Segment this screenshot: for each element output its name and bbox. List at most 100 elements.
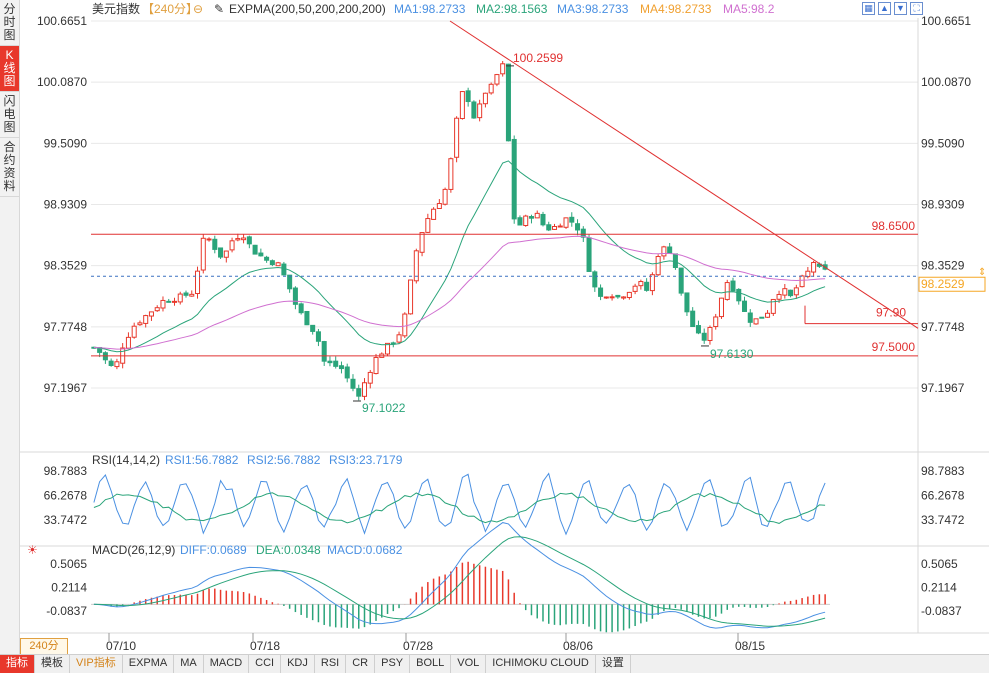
price-tick-left-5: 97.7748 — [44, 320, 88, 334]
candle-body — [765, 312, 771, 318]
candle-body — [730, 280, 736, 292]
bottom-tab-3[interactable]: EXPMA — [123, 655, 175, 673]
candle-body — [131, 325, 137, 338]
candle-body — [741, 300, 748, 312]
candle-body — [246, 236, 252, 245]
candle-body — [575, 223, 581, 231]
candle-body — [241, 237, 247, 241]
candle-body — [436, 203, 442, 209]
candle-body — [528, 216, 534, 219]
bottom-tab-6[interactable]: CCI — [249, 655, 282, 673]
header-ma3: MA3:98.2733 — [557, 2, 629, 16]
candle-body — [431, 208, 437, 220]
candle-body — [195, 270, 201, 294]
candle-body — [759, 316, 765, 319]
candle-body — [753, 318, 759, 325]
price-tick-4: 98.3529 — [921, 259, 965, 273]
bottom-tab-4[interactable]: MA — [174, 655, 204, 673]
indicator-settings-icon: ✎ — [214, 2, 224, 16]
candle-body — [511, 138, 517, 220]
candle-body — [540, 213, 546, 226]
side-tab-3[interactable]: 合约资料 — [0, 138, 19, 197]
candle-body — [425, 218, 431, 233]
candle-body — [258, 252, 264, 257]
candle-body — [177, 293, 183, 303]
candle-body — [649, 274, 655, 292]
bottom-tab-11[interactable]: BOLL — [410, 655, 452, 673]
side-tab-0[interactable]: 分时图 — [0, 0, 19, 46]
candle-body — [252, 244, 258, 255]
candle-body — [661, 246, 667, 257]
rsi2-line — [93, 492, 826, 524]
candle-body — [598, 287, 604, 297]
candle-body — [770, 298, 776, 314]
price-tick-left-0: 100.6651 — [37, 14, 87, 28]
side-tab-2[interactable]: 闪电图 — [0, 92, 19, 138]
candle-body — [505, 63, 511, 142]
bottom-tab-14[interactable]: 设置 — [596, 655, 631, 673]
candle-body — [310, 324, 316, 332]
candle-body — [315, 331, 321, 342]
candle-body — [811, 262, 817, 273]
candle-body — [569, 216, 575, 223]
bottom-tab-8[interactable]: RSI — [315, 655, 347, 673]
candle-body — [477, 103, 483, 119]
candle-body — [523, 215, 529, 226]
candle-body — [580, 228, 586, 238]
rsi-tick-left-0: 98.7883 — [44, 464, 88, 478]
candle-body — [557, 225, 563, 228]
candle-body — [200, 237, 206, 271]
price-tick-0: 100.6651 — [921, 14, 971, 28]
candle-body — [292, 287, 298, 305]
trend-line — [449, 20, 919, 329]
candle-body — [488, 83, 494, 94]
indicator-bar: 指标 模板 VIP指标 EXPMA MA MACD CCI KDJ RSI CR PSY BOLL VO… — [0, 654, 989, 673]
bottom-tab-10[interactable]: PSY — [375, 655, 411, 673]
candle-body — [465, 90, 471, 103]
candle-body — [235, 238, 241, 241]
bottom-tab-2[interactable]: VIP指标 — [70, 655, 123, 673]
candle-body — [338, 365, 344, 370]
candle-body — [678, 267, 684, 294]
candle-body — [367, 371, 373, 384]
candle-body — [690, 310, 696, 327]
image-icon[interactable]: ▦ — [862, 2, 875, 15]
current-price-box — [918, 276, 986, 292]
bottom-tab-9[interactable]: CR — [346, 655, 376, 673]
period-selector[interactable]: 240分 — [20, 638, 68, 655]
macd-dea-line — [93, 536, 826, 627]
date-tick-4: 08/15 — [735, 639, 765, 653]
price-tick-5: 97.7748 — [921, 320, 965, 334]
bottom-tab-1[interactable]: 模板 — [35, 655, 70, 673]
candle-body — [592, 271, 598, 288]
candle-body — [672, 253, 678, 269]
chevron-up-icon[interactable]: ▲ — [878, 2, 891, 15]
rsi-tick-left-2: 33.7472 — [44, 513, 88, 527]
bottom-tab-5[interactable]: MACD — [204, 655, 250, 673]
candle-body — [108, 360, 114, 366]
price-tick-left-6: 97.1967 — [44, 381, 88, 395]
fullscreen-icon[interactable]: ⛶ — [910, 2, 923, 15]
bottom-tab-7[interactable]: KDJ — [281, 655, 315, 673]
candle-body — [264, 256, 270, 261]
header-indicator: EXPMA(200,50,200,200,200) — [229, 2, 386, 16]
candle-body — [494, 74, 500, 85]
bottom-tab-0[interactable]: 指标 — [0, 655, 35, 673]
bottom-tab-12[interactable]: VOL — [451, 655, 487, 673]
chevron-down-icon[interactable]: ▼ — [894, 2, 907, 15]
bottom-tab-13[interactable]: ICHIMOKU CLOUD — [486, 655, 596, 673]
price-tick-left-2: 99.5090 — [44, 136, 88, 150]
candle-body — [615, 294, 621, 298]
high-label: 100.2599 — [513, 51, 563, 65]
macd-tick-2: -0.0837 — [921, 604, 962, 618]
kline-chart[interactable]: 100.6651 100.6651 100.0870 100.0870 99.5090 9… — [0, 0, 989, 654]
candle-body — [667, 246, 673, 254]
price-tick-2: 99.5090 — [921, 136, 965, 150]
rsi1-value: RSI1:56.7882 — [165, 453, 239, 467]
candle-body — [701, 332, 707, 341]
candle-body — [275, 262, 281, 267]
macd-tick-left-1: 0.2114 — [51, 581, 87, 595]
expma-line-fast — [93, 160, 826, 353]
header-ma1: MA1:98.2733 — [394, 2, 466, 16]
